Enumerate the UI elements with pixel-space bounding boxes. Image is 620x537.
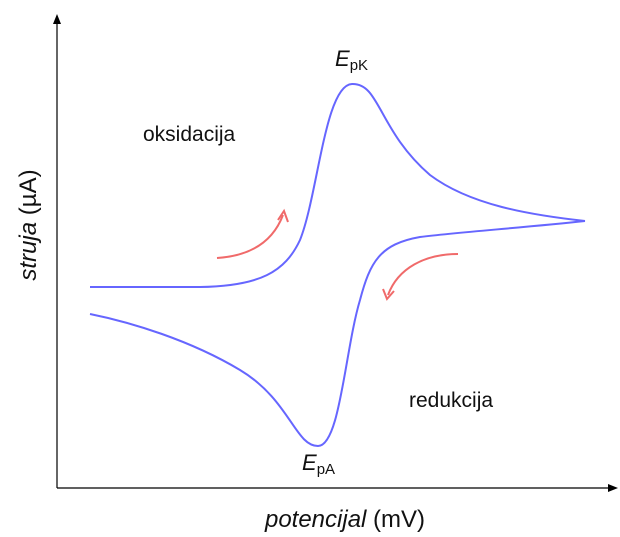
forward-scan-curve xyxy=(90,82,586,288)
anodic-peak-label: EpA xyxy=(302,450,335,478)
oxidation-label: oksidacija xyxy=(143,123,236,146)
cathodic-peak-label: EpK xyxy=(335,46,368,74)
y-axis-title: struja (µA) xyxy=(15,169,42,280)
arrow-up-right-icon xyxy=(216,208,289,259)
axes xyxy=(53,14,618,492)
arrow-down-left-icon xyxy=(382,253,459,301)
x-axis-arrowhead xyxy=(608,484,618,492)
reduction-label: redukcija xyxy=(409,389,493,412)
y-axis-arrowhead xyxy=(53,14,61,24)
reverse-scan-curve xyxy=(89,220,586,448)
x-axis-title: potencijal (mV) xyxy=(264,506,425,533)
